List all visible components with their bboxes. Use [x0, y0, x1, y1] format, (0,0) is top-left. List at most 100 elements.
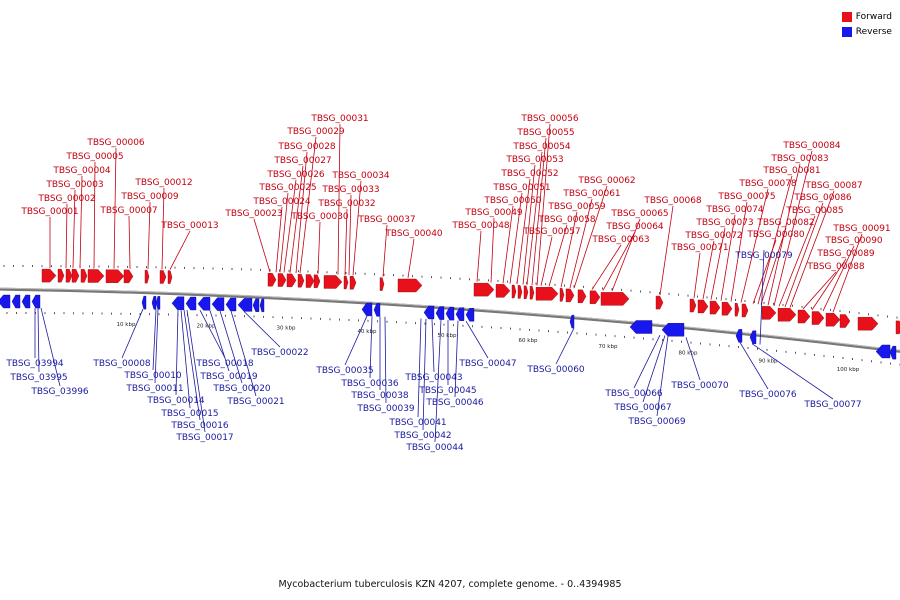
forward-gene-label: TBSG_00001: [20, 207, 78, 217]
reverse-gene-label: TBSG_03996: [30, 387, 89, 397]
reverse-gene-label: TBSG_00070: [670, 381, 729, 391]
forward-gene-arrow: [825, 313, 841, 327]
leader-line: [560, 211, 578, 288]
leader-line: [693, 252, 701, 299]
forward-gene-label: TBSG_00085: [785, 206, 843, 216]
leader-line: [199, 310, 226, 359]
forward-gene-arrow: [511, 284, 517, 299]
leader-line: [509, 192, 523, 284]
reverse-gene-label: TBSG_00038: [350, 391, 409, 401]
reverse-gene-arrow: [569, 314, 575, 329]
leader-line: [490, 217, 495, 283]
forward-gene-arrow: [797, 309, 811, 324]
leader-line: [186, 309, 206, 433]
scale-label: 70 kbp: [599, 344, 618, 350]
leader-line: [526, 151, 543, 285]
leader-line: [279, 192, 289, 273]
gene-labels: TBSG_00001 TBSG_00002 TBSG_00003 TBSG_00004…: [5, 114, 890, 453]
forward-gene-label: TBSG_00029: [286, 127, 345, 137]
leader-line: [180, 309, 191, 409]
scale-label: 30 kbp: [277, 326, 296, 332]
forward-gene-arrow: [811, 311, 825, 325]
forward-gene-label: TBSG_00086: [793, 193, 852, 203]
forward-gene-label: TBSG_00072: [684, 231, 742, 241]
leader-line: [739, 342, 769, 390]
leader-line: [740, 188, 769, 303]
leader-line: [569, 198, 593, 289]
forward-gene-arrow: [286, 273, 297, 288]
reverse-gene-label: TBSG_00060: [526, 365, 585, 375]
forward-gene-arrow: [57, 268, 65, 283]
forward-gene-label: TBSG_00012: [134, 178, 192, 188]
legend-reverse-label: Reverse: [855, 26, 892, 37]
reverse-gene-label: TBSG_00018: [195, 359, 254, 369]
forward-gene-label: TBSG_00064: [605, 222, 664, 232]
forward-gene-label: TBSG_00082: [756, 218, 814, 228]
reverse-gene-label: TBSG_00046: [425, 398, 484, 408]
leader-line: [128, 215, 131, 269]
leader-line: [522, 164, 536, 285]
legend: Forward Reverse: [841, 9, 892, 39]
forward-gene-arrow: [277, 273, 287, 287]
reverse-gene-label: TBSG_00044: [405, 443, 464, 453]
forward-gene-label: TBSG_00087: [804, 181, 862, 191]
forward-gene-label: TBSG_00058: [537, 215, 596, 225]
forward-swatch: [841, 11, 852, 22]
forward-gene-arrow: [777, 308, 797, 322]
leader-line: [382, 224, 388, 277]
leader-line: [243, 311, 281, 348]
leader-line: [465, 320, 489, 359]
forward-gene-arrow: [734, 302, 740, 317]
forward-gene-label: TBSG_00052: [500, 169, 558, 179]
forward-gene-arrow: [895, 320, 900, 335]
forward-gene-label: TBSG_00051: [492, 183, 550, 193]
reverse-gene-label: TBSG_00045: [418, 386, 476, 396]
reverse-gene-arrow: [31, 294, 41, 309]
leader-line: [295, 151, 308, 274]
forward-gene-arrow: [297, 274, 305, 288]
reverse-gene-label: TBSG_00008: [92, 359, 151, 369]
leader-line: [811, 258, 847, 311]
reverse-gene-arrow: [749, 330, 757, 344]
leader-line: [344, 315, 368, 366]
legend-reverse: Reverse: [841, 24, 892, 39]
leader-line: [183, 309, 201, 421]
forward-gene-label: TBSG_00030: [290, 212, 349, 222]
reverse-gene-label: TBSG_00015: [160, 409, 218, 419]
leader-line: [40, 307, 61, 387]
forward-gene-label: TBSG_00037: [357, 215, 415, 225]
leader-line: [784, 202, 824, 308]
leader-line: [502, 205, 514, 284]
forward-gene-label: TBSG_00065: [610, 209, 668, 219]
forward-gene-label: TBSG_00074: [705, 205, 764, 215]
forward-gene-label: TBSG_00026: [266, 170, 325, 180]
forward-gene-arrow: [839, 314, 851, 328]
reverse-swatch: [841, 26, 852, 37]
forward-gene-arrow: [529, 286, 535, 300]
leader-line: [230, 310, 257, 397]
reverse-gene-label: TBSG_00042: [393, 431, 451, 441]
leader-line: [642, 335, 666, 403]
leader-line: [548, 224, 568, 287]
forward-gene-arrow: [565, 288, 575, 303]
reverse-gene-label: TBSG_00022: [250, 348, 308, 358]
leader-line: [407, 238, 415, 278]
leader-line: [209, 310, 230, 372]
reverse-gene-label: TBSG_00036: [340, 379, 399, 389]
legend-forward-label: Forward: [855, 11, 892, 22]
forward-gene-label: TBSG_00078: [738, 179, 797, 189]
leader-line: [656, 335, 669, 417]
reverse-gene-label: TBSG_00020: [212, 384, 271, 394]
leader-line: [516, 178, 531, 285]
forward-gene-label: TBSG_00027: [273, 156, 331, 166]
forward-gene-arrow: [523, 285, 529, 300]
leader-line: [773, 150, 813, 306]
leader-line: [685, 337, 701, 381]
forward-gene-label: TBSG_00081: [762, 166, 820, 176]
forward-gene-label: TBSG_00055: [516, 128, 574, 138]
forward-gene-arrow: [473, 282, 495, 297]
forward-gene-label: TBSG_00005: [65, 152, 123, 162]
forward-gene-label: TBSG_00054: [512, 142, 571, 152]
reverse-gene-label: TBSG_00079: [734, 251, 793, 261]
leader-line: [633, 334, 661, 389]
